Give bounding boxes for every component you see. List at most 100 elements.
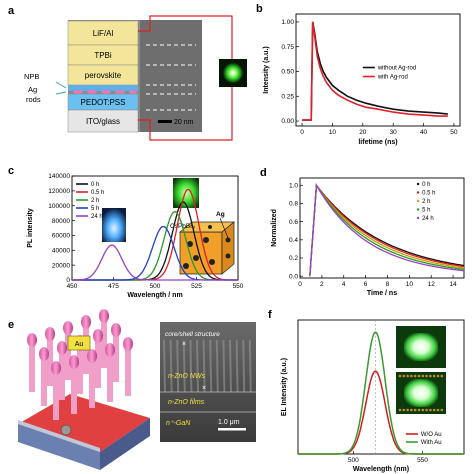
substrate-film — [18, 420, 100, 452]
nanowire-stem — [95, 338, 101, 388]
nanowire-stem — [77, 344, 83, 394]
sem-wire-line — [222, 339, 226, 393]
side-label-ag: Ag — [28, 85, 37, 94]
legend-label: 0 h — [91, 182, 99, 188]
series-line — [298, 331, 464, 455]
ag-particle-label: Ag — [216, 211, 225, 218]
nanowire-tip — [93, 329, 103, 343]
scalebar-e — [218, 428, 246, 431]
x-tick-label: 550 — [417, 457, 428, 464]
crystal-cube-side — [221, 221, 235, 275]
sem-wire-line — [229, 339, 232, 393]
layer-ito-glass — [67, 109, 139, 133]
legend-label: 2 h — [91, 198, 99, 204]
substrate-front — [18, 424, 100, 470]
au-dot — [421, 408, 425, 412]
legend-label: With Au — [421, 440, 442, 446]
au-dot — [406, 374, 409, 378]
nanowire-stem — [47, 336, 53, 386]
legend-label: 2 h — [422, 199, 430, 205]
y-tick-label: 0.50 — [281, 69, 294, 76]
y-axis-label: Normalized — [271, 209, 278, 247]
x-tick-label: 450 — [67, 283, 78, 290]
npb-arrow — [55, 81, 67, 89]
legend-label: 0.5 h — [422, 191, 435, 197]
au-dot — [436, 374, 440, 378]
ag-particle-pointer — [219, 217, 229, 239]
x-tick-label: 500 — [150, 283, 161, 290]
ag-particles — [183, 225, 231, 269]
legend-marker — [416, 216, 420, 220]
y-tick-label: 0.00 — [281, 118, 294, 125]
legend-marker — [416, 208, 420, 211]
y-tick-label: 1.0 — [289, 182, 298, 189]
sem-label-gan: n⁺-GaN — [166, 420, 191, 427]
sem-label-zno-nws: n-ZnO NWs — [168, 373, 205, 380]
el-device-glow — [404, 333, 438, 361]
x-tick-label: 550 — [233, 283, 244, 290]
panel-e: e Au core/shell structure n-ZnO NWs n-Zn… — [8, 309, 256, 470]
series-line — [72, 244, 238, 281]
nanowire-tip — [45, 327, 55, 341]
sem-wire-line — [182, 339, 186, 393]
au-pad-label: Au — [75, 341, 84, 348]
y-tick-label: 80000 — [52, 218, 70, 225]
series-line — [309, 183, 465, 277]
layer-lif-al-label: LiF/Al — [93, 29, 114, 38]
panel-a-tag: a — [8, 5, 15, 17]
nanowire-tip — [111, 323, 121, 337]
el-glow — [223, 63, 243, 83]
au-dot — [425, 408, 428, 412]
y-tick-label: 100000 — [48, 203, 70, 210]
x-tick-label: 10 — [406, 281, 414, 288]
x-tick-label: 6 — [364, 281, 368, 288]
y-tick-label: 0.0 — [289, 273, 298, 280]
au-dot — [410, 374, 413, 378]
sem-wire-line — [169, 339, 173, 393]
nanowire-tip — [99, 309, 109, 323]
x-tick-label: 0 — [300, 129, 304, 136]
sem-image-e — [160, 322, 256, 442]
y-tick-label: 1.00 — [281, 19, 294, 26]
au-dot — [417, 408, 421, 412]
legend-marker — [416, 182, 420, 186]
y-axis-label: Intensity (a.u.) — [263, 46, 270, 93]
nanowire-array — [27, 309, 133, 420]
y-tick-label: 20000 — [52, 262, 70, 269]
y-tick-label: 140000 — [48, 173, 70, 180]
au-dot — [440, 408, 444, 412]
nanowire-tip — [81, 315, 91, 329]
legend-label: 24 h — [91, 214, 103, 220]
interface-lines — [146, 44, 196, 111]
sem-wire-line — [235, 339, 239, 393]
layer-tpbi-label: TPBi — [94, 51, 112, 60]
series-line — [309, 183, 465, 277]
x-tick-label: 14 — [449, 281, 457, 288]
x-axis-label: Wavelength / nm — [127, 292, 182, 299]
x-tick-label: 10 — [329, 129, 337, 136]
sem-label-zno-films: n-ZnO films — [168, 399, 205, 406]
chart-b: 0 10 20 30 40 50 0.00 0.25 0.50 0.75 1.00 lifetime … — [256, 3, 461, 146]
y-tick-label: 0.4 — [289, 237, 298, 244]
y-axis-label: EL Intensity (a.u.) — [281, 358, 288, 416]
au-dot — [425, 374, 428, 378]
layer-lif-al — [67, 20, 139, 46]
side-label-npb: NPB — [24, 72, 39, 81]
panel-c-insets: CsPbBr₃ Ag — [102, 178, 235, 275]
x-tick-label: 30 — [390, 129, 398, 136]
scalebar-a — [158, 120, 172, 123]
legend-marker — [416, 191, 420, 194]
panel-tag-b: b — [256, 3, 263, 15]
x-tick-label: 50 — [450, 129, 458, 136]
el-device-glow — [404, 379, 438, 407]
y-tick-label: 0.25 — [281, 93, 294, 100]
au-dot — [440, 374, 444, 378]
nanowire-stem — [113, 332, 119, 382]
nanowire-stem — [41, 356, 47, 406]
panel-tag-c: c — [8, 165, 14, 177]
series-line — [309, 183, 465, 277]
scalebar-e-label: 1.0 μm — [218, 419, 240, 426]
y-tick-label: 0.8 — [289, 201, 298, 208]
nanowire-tip — [87, 349, 97, 363]
